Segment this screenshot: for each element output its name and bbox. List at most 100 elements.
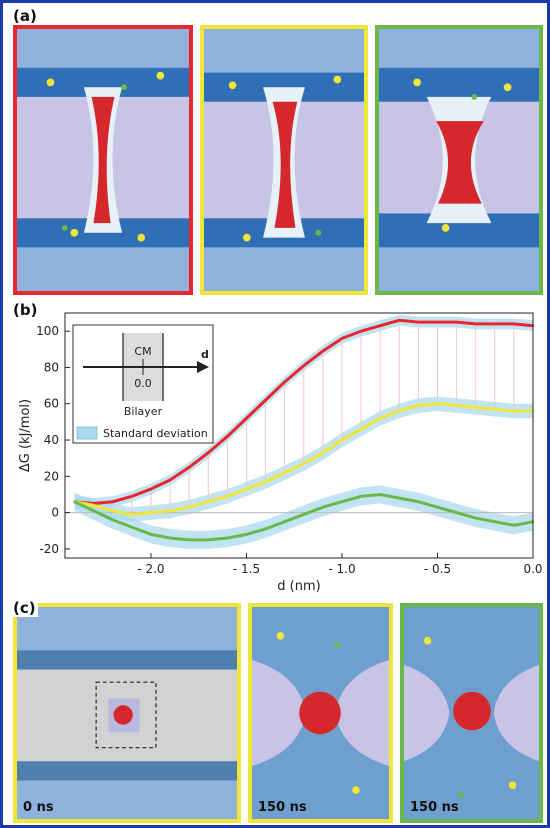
data-point-green (168, 536, 172, 540)
free-energy-chart: - 2.0 - 1.5 - 1.0 - 0.5 0.0 -20 0 20 40 60 80 100 d … (13, 303, 543, 593)
data-point-green (92, 509, 95, 513)
data-point-yellow (264, 480, 267, 483)
y-tick-label: -20 (39, 542, 59, 556)
data-point-yellow (207, 500, 210, 503)
data-point-yellow (226, 495, 229, 498)
data-point-yellow (149, 511, 153, 514)
arrow-icon (197, 361, 209, 373)
x-tick-label: - 1.5 (233, 562, 260, 576)
data-point-red (417, 320, 420, 324)
data-point-green (245, 533, 248, 536)
data-point-red (436, 320, 439, 324)
data-point-red (226, 435, 229, 438)
panel-b-label: (b) (11, 301, 40, 319)
data-point-green (111, 518, 114, 522)
data-point-red (321, 349, 325, 353)
data-point-green (73, 500, 76, 503)
data-point-green (474, 516, 477, 520)
snapshot-a-yellow (200, 25, 368, 295)
data-point-yellow (455, 404, 458, 407)
membrane-pore-image (379, 29, 539, 291)
data-point-green (436, 505, 439, 509)
y-tick-label: 20 (44, 469, 59, 483)
data-point-green (455, 511, 458, 514)
data-point-yellow (130, 513, 134, 516)
data-point-red (207, 451, 210, 454)
timestamp-label: 150 ns (258, 800, 307, 815)
data-point-green (493, 520, 496, 523)
data-point-yellow (359, 427, 363, 431)
data-point-yellow (321, 451, 325, 454)
snapshot-a-green (375, 25, 543, 295)
data-point-red (512, 322, 516, 326)
data-point-yellow (474, 406, 477, 409)
x-axis-title: d (nm) (277, 579, 320, 593)
data-point-red (187, 466, 191, 469)
data-point-yellow (168, 509, 172, 513)
data-point-yellow (111, 509, 114, 513)
pore-closeup-image (404, 607, 539, 819)
data-point-green (226, 536, 229, 540)
data-point-green (302, 513, 305, 516)
x-tick-label: - 0.5 (424, 562, 451, 576)
plot-frame (64, 312, 534, 559)
data-point-red (283, 380, 286, 384)
y-tick-label: 40 (44, 433, 59, 447)
data-point-green (130, 525, 134, 529)
data-point-red (111, 500, 114, 503)
panel-c-label: (c) (11, 599, 38, 617)
data-point-red (264, 398, 267, 402)
data-point-green (264, 527, 267, 531)
inset-bilayer-label: Bilayer (124, 405, 163, 418)
data-point-green (398, 496, 401, 500)
data-point-yellow (245, 487, 248, 491)
data-point-green (512, 524, 516, 527)
inset-schematic: CM 0.0 d Bilayer Standard deviation (72, 324, 214, 444)
data-point-green (207, 538, 210, 542)
data-point-red (378, 324, 382, 327)
data-point-yellow (283, 471, 286, 474)
data-point-red (398, 319, 401, 322)
data-point-green (340, 500, 344, 503)
data-point-red (493, 322, 496, 326)
data-point-green (417, 500, 420, 503)
data-point-red (130, 495, 134, 498)
timestamp-label: 0 ns (23, 800, 54, 815)
y-tick-label: 0 (51, 506, 59, 520)
data-point-red (168, 478, 172, 482)
data-point-green (283, 520, 286, 523)
data-point-yellow (187, 505, 191, 509)
legend-swatch (76, 426, 98, 440)
data-point-yellow (512, 409, 516, 413)
data-point-red (302, 364, 305, 367)
y-axis-title: ΔG (kJ/mol) (18, 399, 33, 472)
data-point-yellow (493, 407, 496, 411)
legend-label: Standard deviation (103, 427, 208, 440)
membrane-pore-image (204, 29, 364, 291)
timestamp-label: 150 ns (410, 800, 459, 815)
x-tick-label: - 2.0 (137, 562, 164, 576)
membrane-pore-image (17, 29, 189, 291)
x-tick-label: 0.0 (523, 562, 542, 576)
data-point-yellow (417, 404, 420, 407)
snapshot-a-red (13, 25, 193, 295)
data-point-yellow (302, 462, 305, 465)
y-tick-label: 60 (44, 397, 59, 411)
y-tick-label: 100 (36, 324, 59, 338)
inset-cm-label: CM (134, 345, 151, 358)
data-point-red (245, 417, 248, 420)
inset-d-label: d (201, 348, 209, 361)
inset-zero-label: 0.0 (134, 377, 152, 390)
snapshot-c-0ns: 0 ns (13, 603, 241, 823)
data-point-green (149, 533, 153, 536)
snapshot-c-green-150ns: 150 ns (400, 603, 543, 823)
data-point-red (149, 487, 153, 491)
data-point-yellow (398, 409, 401, 413)
chart-svg: - 2.0 - 1.5 - 1.0 - 0.5 0.0 -20 0 20 40 60 80 100 d … (18, 312, 543, 593)
data-point-green (359, 495, 363, 498)
data-point-yellow (378, 417, 382, 420)
zoom-region-box (95, 681, 157, 749)
data-point-yellow (340, 438, 344, 442)
data-point-red (359, 329, 363, 333)
